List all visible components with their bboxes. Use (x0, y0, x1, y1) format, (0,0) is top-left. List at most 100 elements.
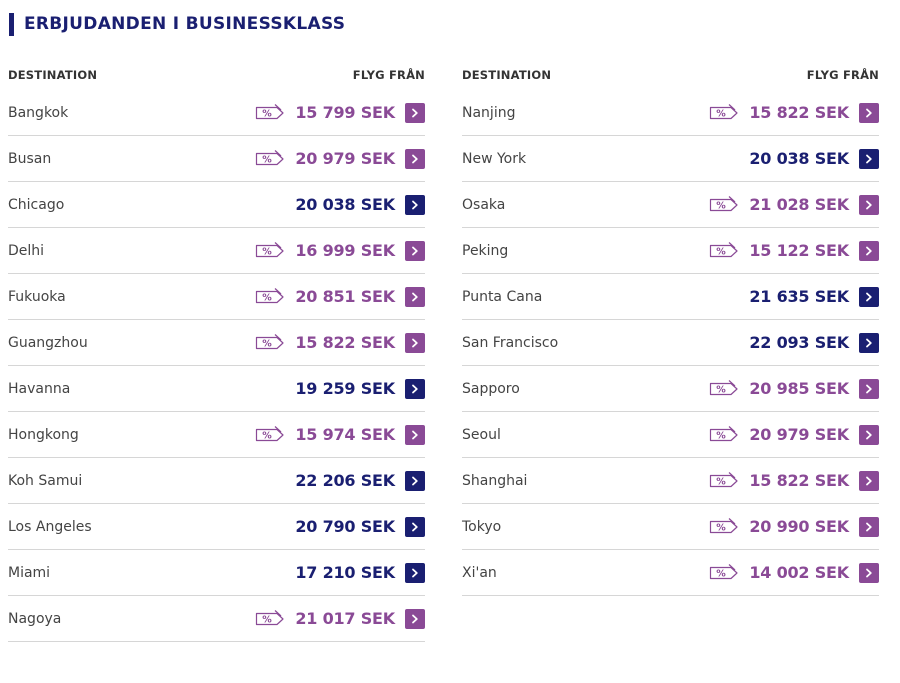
destination-name[interactable]: New York (462, 150, 527, 167)
chevron-right-icon[interactable] (859, 378, 879, 399)
chevron-right-icon[interactable] (859, 194, 879, 215)
destination-name[interactable]: Osaka (462, 196, 506, 213)
destination-name[interactable]: Bangkok (8, 104, 69, 121)
price-group[interactable]: % 15 822 SEK (709, 470, 879, 491)
price-group[interactable]: % 20 979 SEK (255, 148, 425, 169)
price-value[interactable]: 20 790 SEK (295, 517, 395, 536)
price-value[interactable]: 15 822 SEK (749, 471, 849, 490)
price-value[interactable]: 20 038 SEK (749, 149, 849, 168)
price-group[interactable]: % 20 979 SEK (709, 424, 879, 445)
price-value[interactable]: 15 822 SEK (295, 333, 395, 352)
offer-row[interactable]: Miami 17 210 SEK (8, 550, 425, 596)
destination-name[interactable]: Punta Cana (462, 288, 543, 305)
chevron-right-icon[interactable] (859, 562, 879, 583)
price-value[interactable]: 22 093 SEK (749, 333, 849, 352)
destination-name[interactable]: Peking (462, 242, 509, 259)
price-group[interactable]: % 16 999 SEK (255, 240, 425, 261)
offer-row[interactable]: Tokyo % 20 990 SEK (462, 504, 879, 550)
destination-name[interactable]: Chicago (8, 196, 65, 213)
chevron-right-icon[interactable] (859, 102, 879, 123)
chevron-right-icon[interactable] (405, 424, 425, 445)
offer-row[interactable]: Chicago 20 038 SEK (8, 182, 425, 228)
destination-name[interactable]: Los Angeles (8, 518, 92, 535)
price-value[interactable]: 20 990 SEK (749, 517, 849, 536)
offer-row[interactable]: Shanghai % 15 822 SEK (462, 458, 879, 504)
chevron-right-icon[interactable] (405, 608, 425, 629)
chevron-right-icon[interactable] (405, 332, 425, 353)
price-group[interactable]: 19 259 SEK (295, 378, 425, 399)
chevron-right-icon[interactable] (859, 332, 879, 353)
price-group[interactable]: 17 210 SEK (295, 562, 425, 583)
price-value[interactable]: 20 851 SEK (295, 287, 395, 306)
price-group[interactable]: 22 093 SEK (749, 332, 879, 353)
destination-name[interactable]: Xi'an (462, 564, 497, 581)
price-value[interactable]: 20 979 SEK (749, 425, 849, 444)
price-group[interactable]: % 21 028 SEK (709, 194, 879, 215)
price-value[interactable]: 15 799 SEK (295, 103, 395, 122)
price-group[interactable]: 21 635 SEK (749, 286, 879, 307)
offer-row[interactable]: Xi'an % 14 002 SEK (462, 550, 879, 596)
price-group[interactable]: % 14 002 SEK (709, 562, 879, 583)
chevron-right-icon[interactable] (859, 470, 879, 491)
price-value[interactable]: 22 206 SEK (295, 471, 395, 490)
offer-row[interactable]: New York 20 038 SEK (462, 136, 879, 182)
chevron-right-icon[interactable] (859, 286, 879, 307)
chevron-right-icon[interactable] (859, 424, 879, 445)
price-group[interactable]: % 15 822 SEK (709, 102, 879, 123)
price-value[interactable]: 20 038 SEK (295, 195, 395, 214)
offer-row[interactable]: Nagoya % 21 017 SEK (8, 596, 425, 642)
price-value[interactable]: 19 259 SEK (295, 379, 395, 398)
offer-row[interactable]: Bangkok % 15 799 SEK (8, 90, 425, 136)
chevron-right-icon[interactable] (859, 148, 879, 169)
price-group[interactable]: 20 038 SEK (295, 194, 425, 215)
price-group[interactable]: % 20 985 SEK (709, 378, 879, 399)
chevron-right-icon[interactable] (405, 378, 425, 399)
destination-name[interactable]: Delhi (8, 242, 45, 259)
destination-name[interactable]: San Francisco (462, 334, 559, 351)
destination-name[interactable]: Nagoya (8, 610, 62, 627)
chevron-right-icon[interactable] (405, 102, 425, 123)
price-value[interactable]: 15 974 SEK (295, 425, 395, 444)
price-value[interactable]: 17 210 SEK (295, 563, 395, 582)
offer-row[interactable]: Peking % 15 122 SEK (462, 228, 879, 274)
offer-row[interactable]: Guangzhou % 15 822 SEK (8, 320, 425, 366)
price-value[interactable]: 20 985 SEK (749, 379, 849, 398)
destination-name[interactable]: Koh Samui (8, 472, 83, 489)
price-group[interactable]: % 15 822 SEK (255, 332, 425, 353)
destination-name[interactable]: Hongkong (8, 426, 79, 443)
price-group[interactable]: 20 038 SEK (749, 148, 879, 169)
price-group[interactable]: % 21 017 SEK (255, 608, 425, 629)
destination-name[interactable]: Havanna (8, 380, 71, 397)
destination-name[interactable]: Miami (8, 564, 51, 581)
destination-name[interactable]: Nanjing (462, 104, 516, 121)
price-value[interactable]: 14 002 SEK (749, 563, 849, 582)
offer-row[interactable]: Busan % 20 979 SEK (8, 136, 425, 182)
price-group[interactable]: % 15 799 SEK (255, 102, 425, 123)
chevron-right-icon[interactable] (405, 286, 425, 307)
offer-row[interactable]: Los Angeles 20 790 SEK (8, 504, 425, 550)
offer-row[interactable]: San Francisco 22 093 SEK (462, 320, 879, 366)
destination-name[interactable]: Shanghai (462, 472, 528, 489)
destination-name[interactable]: Busan (8, 150, 52, 167)
chevron-right-icon[interactable] (405, 562, 425, 583)
offer-row[interactable]: Nanjing % 15 822 SEK (462, 90, 879, 136)
price-value[interactable]: 21 635 SEK (749, 287, 849, 306)
offer-row[interactable]: Seoul % 20 979 SEK (462, 412, 879, 458)
offer-row[interactable]: Osaka % 21 028 SEK (462, 182, 879, 228)
destination-name[interactable]: Tokyo (462, 518, 502, 535)
offer-row[interactable]: Sapporo % 20 985 SEK (462, 366, 879, 412)
offer-row[interactable]: Hongkong % 15 974 SEK (8, 412, 425, 458)
offer-row[interactable]: Havanna 19 259 SEK (8, 366, 425, 412)
price-value[interactable]: 16 999 SEK (295, 241, 395, 260)
price-group[interactable]: % 20 851 SEK (255, 286, 425, 307)
chevron-right-icon[interactable] (405, 470, 425, 491)
price-group[interactable]: 20 790 SEK (295, 516, 425, 537)
offer-row[interactable]: Fukuoka % 20 851 SEK (8, 274, 425, 320)
offer-row[interactable]: Delhi % 16 999 SEK (8, 228, 425, 274)
price-value[interactable]: 15 822 SEK (749, 103, 849, 122)
chevron-right-icon[interactable] (405, 516, 425, 537)
price-value[interactable]: 20 979 SEK (295, 149, 395, 168)
price-value[interactable]: 15 122 SEK (749, 241, 849, 260)
chevron-right-icon[interactable] (405, 148, 425, 169)
price-value[interactable]: 21 017 SEK (295, 609, 395, 628)
